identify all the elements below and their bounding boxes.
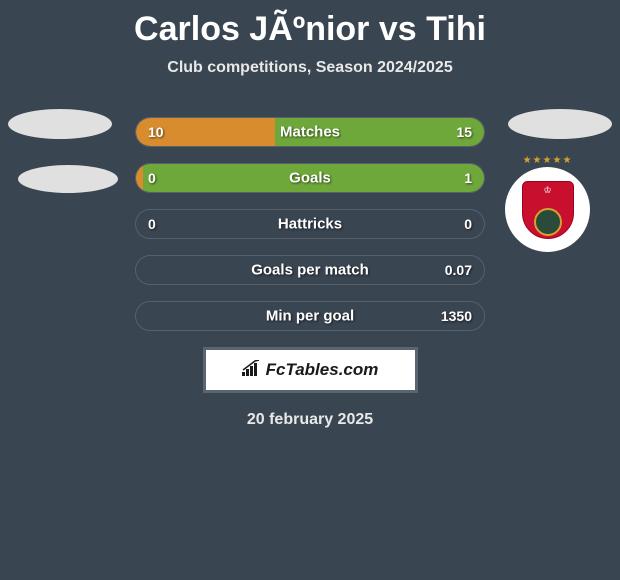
stat-value-left: 10: [148, 124, 164, 140]
brand-chart-icon: [242, 360, 262, 381]
club-circle: ★★★★★ ♔: [505, 167, 590, 252]
player-badge-left-2: [18, 165, 118, 193]
stat-label: Matches: [280, 124, 340, 141]
content-area: ★★★★★ ♔ Matches1015Goals01Hattricks00Goa…: [0, 117, 620, 429]
stat-label: Goals: [289, 170, 331, 187]
stat-label: Goals per match: [251, 262, 369, 279]
club-logo-right: ★★★★★ ♔: [505, 167, 590, 252]
stat-row: Goals per match 0.07: [135, 255, 485, 285]
stat-value-right: 1350: [441, 308, 472, 324]
crown-icon: ♔: [543, 185, 551, 196]
stat-value-right: 15: [456, 124, 472, 140]
stat-value-right: 1: [464, 170, 472, 186]
stat-value-right: 0.07: [445, 262, 472, 278]
stat-value-left: 0: [148, 216, 156, 232]
stat-row: Matches 10 15: [135, 117, 485, 147]
club-shield-icon: ♔: [522, 181, 574, 239]
stat-row: Hattricks 0 0: [135, 209, 485, 239]
stars-icon: ★★★★★: [523, 155, 573, 166]
brand-text: FcTables.com: [266, 360, 379, 380]
stat-fill-left: [136, 164, 143, 192]
stat-value-right: 0: [464, 216, 472, 232]
comparison-subtitle: Club competitions, Season 2024/2025: [0, 59, 620, 77]
stat-label: Min per goal: [266, 308, 354, 325]
player-badge-left-1: [8, 109, 112, 139]
stat-rows-container: Matches 10 15 Goals 0 1 Hattricks 0 0 Goals per m…: [135, 117, 485, 331]
brand-box[interactable]: FcTables.com: [203, 347, 418, 393]
date-line: 20 february 2025: [0, 411, 620, 429]
player-badge-right-1: [508, 109, 612, 139]
comparison-title: Carlos JÃºnior vs Tihi: [0, 0, 620, 49]
stat-row: Goals 0 1: [135, 163, 485, 193]
stat-row: Min per goal 1350: [135, 301, 485, 331]
stat-value-left: 0: [148, 170, 156, 186]
stat-label: Hattricks: [278, 216, 342, 233]
